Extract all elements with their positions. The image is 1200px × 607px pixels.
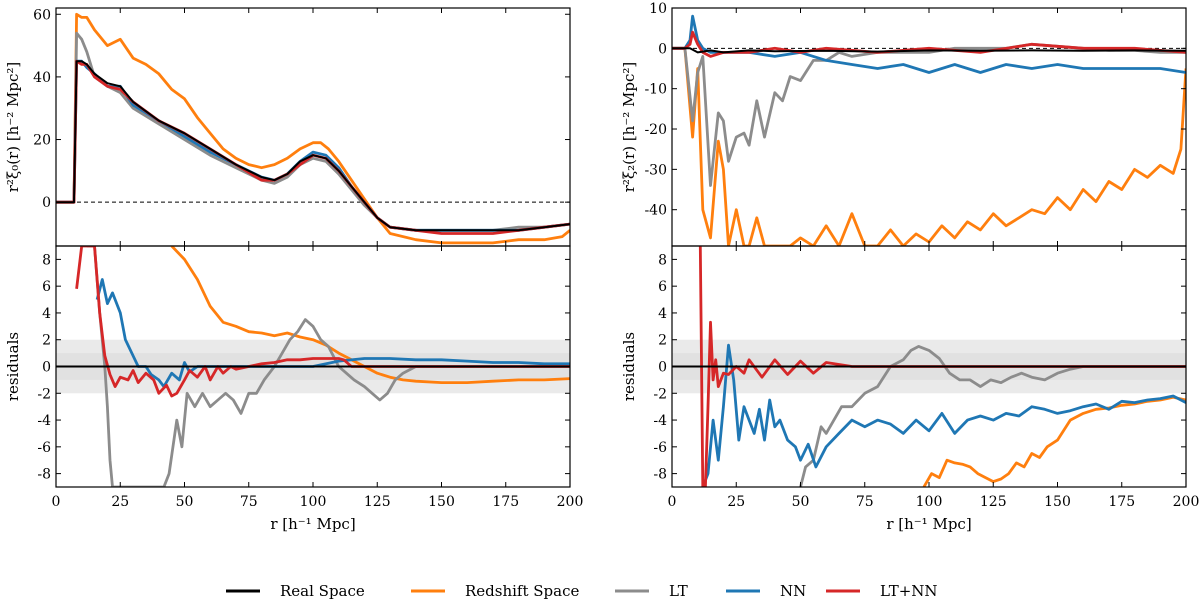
- y-tick-label: -40: [644, 203, 667, 219]
- y-axis-label: residuals: [620, 332, 638, 401]
- y-tick-label: -10: [644, 82, 667, 98]
- x-tick-label: 25: [111, 494, 129, 510]
- legend-item: LT+NN: [826, 582, 938, 600]
- x-tick-label: 175: [1108, 494, 1135, 510]
- legend-item: Real Space: [226, 582, 365, 600]
- series-line-redshift-space: [922, 395, 1186, 487]
- x-tick-label: 25: [727, 494, 745, 510]
- panel-bottom-left: 0 25 50 75 100 125 150 175 200 8 6 4 2 0 -2 -4 -6 -8 resid…: [4, 245, 584, 533]
- legend-item: NN: [726, 582, 806, 600]
- panel-top-right: 10 0 -10 -20 -30 -40 r²ξ₂(r) [h⁻² Mpc²]: [620, 1, 1187, 247]
- axes-frame: [671, 7, 1187, 247]
- x-tick-label: 125: [364, 494, 391, 510]
- legend-item: Redshift Space: [411, 582, 579, 600]
- x-tick-label: 50: [176, 494, 194, 510]
- series-group: [56, 12, 570, 245]
- y-tick-label: -8: [653, 467, 667, 483]
- y-tick-label: -4: [653, 413, 667, 429]
- y-tick-label: 0: [658, 360, 667, 376]
- y-tick-label: 8: [658, 252, 667, 268]
- x-tick-label: 100: [916, 494, 943, 510]
- axes-frame: [55, 7, 571, 247]
- x-tick-label: 150: [1044, 494, 1071, 510]
- series-line-lt-nn: [56, 59, 570, 235]
- x-tick-label: 125: [980, 494, 1007, 510]
- y-tick-label: 0: [658, 41, 667, 57]
- legend: Real Space Redshift Space LT NN LT+NN: [226, 582, 938, 600]
- y-tick-label: 2: [42, 333, 51, 349]
- y-axis-label: r²ξ₂(r) [h⁻² Mpc²]: [620, 62, 638, 193]
- y-tick-label: 4: [42, 306, 51, 322]
- legend-label: LT+NN: [880, 582, 938, 600]
- legend-label: LT: [669, 582, 688, 600]
- y-tick-label: 0: [42, 360, 51, 376]
- y-tick-label: -2: [653, 386, 667, 402]
- y-tick-label: -30: [644, 162, 667, 178]
- x-axis-label: r [h⁻¹ Mpc]: [270, 515, 355, 533]
- x-tick-label: 0: [52, 494, 61, 510]
- y-tick-label: -6: [37, 440, 51, 456]
- y-tick-label: 6: [658, 279, 667, 295]
- panel-top-left: 0 20 40 60 r²ξ₀(r) [h⁻² Mpc²]: [4, 7, 571, 247]
- legend-label: Real Space: [280, 582, 365, 600]
- panel-bottom-right: 0 25 50 75 100 125 150 175 200 8 6 4 2 0 -2 -4 -6 -8 resid…: [620, 245, 1200, 533]
- y-tick-label: 8: [42, 252, 51, 268]
- legend-item: LT: [615, 582, 688, 600]
- y-tick-label: 60: [33, 7, 51, 23]
- x-tick-label: 100: [300, 494, 327, 510]
- y-tick-label: -2: [37, 386, 51, 402]
- y-tick-label: 0: [42, 195, 51, 211]
- series-group: [672, 14, 1186, 246]
- x-tick-label: 200: [557, 494, 584, 510]
- series-line-lt: [56, 31, 570, 232]
- y-tick-label: -20: [644, 122, 667, 138]
- y-axis-label: residuals: [4, 332, 22, 401]
- x-tick-label: 75: [240, 494, 258, 510]
- x-tick-label: 75: [856, 494, 874, 510]
- series-line-lt: [799, 344, 1186, 487]
- x-axis-label: r [h⁻¹ Mpc]: [886, 515, 971, 533]
- y-tick-label: -4: [37, 413, 51, 429]
- x-tick-label: 50: [792, 494, 810, 510]
- y-tick-label: 10: [649, 1, 667, 17]
- x-tick-label: 200: [1173, 494, 1200, 510]
- series-line-lt: [672, 42, 1186, 187]
- y-tick-label: 40: [33, 70, 51, 86]
- x-tick-label: 150: [428, 494, 455, 510]
- y-tick-label: -6: [653, 440, 667, 456]
- series-line-nn: [56, 59, 570, 232]
- series-line-real-space: [672, 47, 1186, 54]
- legend-label: Redshift Space: [465, 582, 579, 600]
- series-group: [672, 246, 1186, 487]
- series-group: [56, 246, 570, 487]
- y-tick-label: 20: [33, 133, 51, 149]
- series-line-nn: [701, 343, 1186, 487]
- series-line-redshift-space: [170, 246, 570, 385]
- y-axis-label: r²ξ₀(r) [h⁻² Mpc²]: [4, 62, 22, 193]
- series-line-real-space: [56, 60, 570, 232]
- y-tick-label: -8: [37, 467, 51, 483]
- legend-label: NN: [780, 582, 806, 600]
- y-tick-label: 4: [658, 306, 667, 322]
- series-line-lt: [86, 246, 570, 487]
- series-line-nn: [672, 14, 1186, 74]
- x-tick-label: 0: [668, 494, 677, 510]
- series-line-redshift-space: [56, 12, 570, 245]
- series-line-lt-nn: [672, 30, 1186, 58]
- y-tick-label: 2: [658, 333, 667, 349]
- x-tick-label: 175: [492, 494, 519, 510]
- series-line-redshift-space: [672, 46, 1186, 246]
- y-tick-label: 6: [42, 279, 51, 295]
